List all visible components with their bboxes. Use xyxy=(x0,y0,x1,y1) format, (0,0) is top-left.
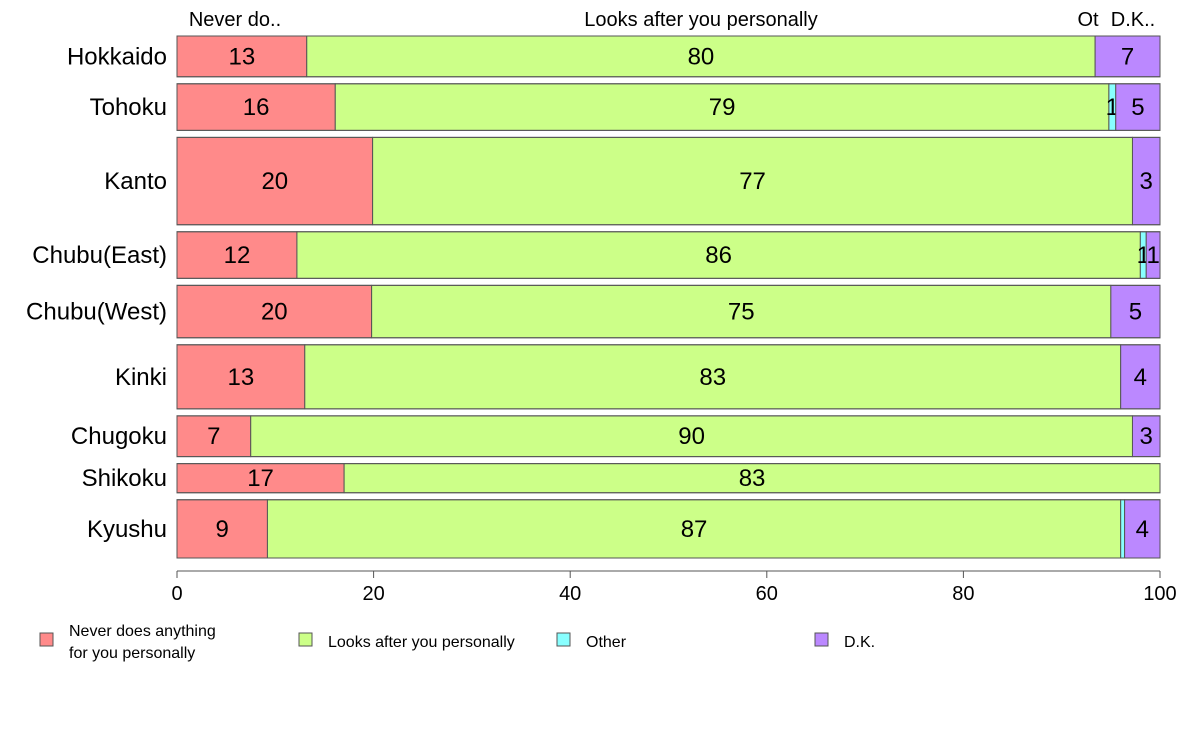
data-label: 13 xyxy=(229,43,256,70)
x-tick-label: 20 xyxy=(362,583,384,605)
bar-outline xyxy=(176,83,1161,131)
bar-segment xyxy=(176,284,373,339)
data-label: 87 xyxy=(681,516,708,543)
legend-label: Never does anything xyxy=(69,623,216,640)
category-label: Shikoku xyxy=(82,465,167,492)
data-label: 75 xyxy=(728,299,755,326)
data-label: 80 xyxy=(688,43,715,70)
data-label: 79 xyxy=(709,94,736,121)
category-label: Kanto xyxy=(104,168,167,195)
legend-label: Looks after you personally xyxy=(328,634,515,651)
data-label: 17 xyxy=(247,465,274,492)
data-label: 20 xyxy=(261,299,288,326)
bar-outline xyxy=(176,284,1161,339)
data-label: 5 xyxy=(1131,94,1144,121)
data-label: 16 xyxy=(243,94,270,121)
bar-segment xyxy=(176,35,308,78)
bar-outline xyxy=(176,499,1161,559)
bar-outline xyxy=(176,136,1161,226)
series-top-label: D.K.. xyxy=(1111,9,1155,31)
category-label: Hokkaido xyxy=(67,43,167,70)
bar-segment xyxy=(1131,415,1161,458)
legend-swatch xyxy=(39,632,54,647)
bar-segment xyxy=(306,35,1096,78)
data-label: 1 xyxy=(1146,242,1159,269)
bar-segment xyxy=(250,415,1133,458)
data-label: 7 xyxy=(207,423,220,450)
category-label: Chubu(East) xyxy=(32,242,167,269)
series-top-label: Never do.. xyxy=(189,9,281,31)
bar-segment xyxy=(1120,344,1161,410)
x-tick-label: 60 xyxy=(756,583,778,605)
data-label: 3 xyxy=(1140,168,1153,195)
category-label: Chugoku xyxy=(71,423,167,450)
category-label: Tohoku xyxy=(90,94,167,121)
bar-segment xyxy=(176,136,374,226)
data-label: 13 xyxy=(228,364,255,391)
data-label: 7 xyxy=(1121,43,1134,70)
data-label: 9 xyxy=(216,516,229,543)
data-label: 5 xyxy=(1129,299,1142,326)
data-label: 4 xyxy=(1136,516,1149,543)
category-label: Kyushu xyxy=(87,516,167,543)
data-label: 86 xyxy=(705,242,732,269)
data-label: 4 xyxy=(1134,364,1147,391)
data-label: 90 xyxy=(678,423,705,450)
bar-outline xyxy=(176,231,1161,279)
data-label: 83 xyxy=(739,465,766,492)
x-tick-label: 0 xyxy=(171,583,182,605)
bar-segment xyxy=(1110,284,1161,339)
bar-outline xyxy=(176,463,1161,494)
data-label: 12 xyxy=(224,242,251,269)
x-tick-label: 40 xyxy=(559,583,581,605)
data-label: 83 xyxy=(699,364,726,391)
category-label: Kinki xyxy=(115,364,167,391)
bar-outline xyxy=(176,35,1161,78)
legend-label: for you personally xyxy=(69,645,195,662)
data-label: 77 xyxy=(739,168,766,195)
data-label: 20 xyxy=(261,168,288,195)
bar-segment xyxy=(372,136,1133,226)
bar-outline xyxy=(176,415,1161,458)
x-tick-label: 100 xyxy=(1143,583,1176,605)
category-label: Chubu(West) xyxy=(26,299,167,326)
bar-segment xyxy=(176,344,306,410)
bar-segment xyxy=(371,284,1112,339)
bar-segment xyxy=(304,344,1122,410)
series-top-label: Looks after you personally xyxy=(584,9,817,31)
data-label: 3 xyxy=(1140,423,1153,450)
bar-segment xyxy=(296,231,1141,279)
legend-label: Other xyxy=(586,634,627,651)
legend-swatch xyxy=(814,632,829,647)
legend-label: D.K. xyxy=(844,634,875,651)
bar-segment xyxy=(1120,499,1126,559)
legend-swatch xyxy=(556,632,571,647)
bar-segment xyxy=(1124,499,1161,559)
bar-outline xyxy=(176,344,1161,410)
series-top-label: Ot xyxy=(1077,9,1099,31)
x-tick-label: 80 xyxy=(952,583,974,605)
legend-swatch xyxy=(298,632,313,647)
